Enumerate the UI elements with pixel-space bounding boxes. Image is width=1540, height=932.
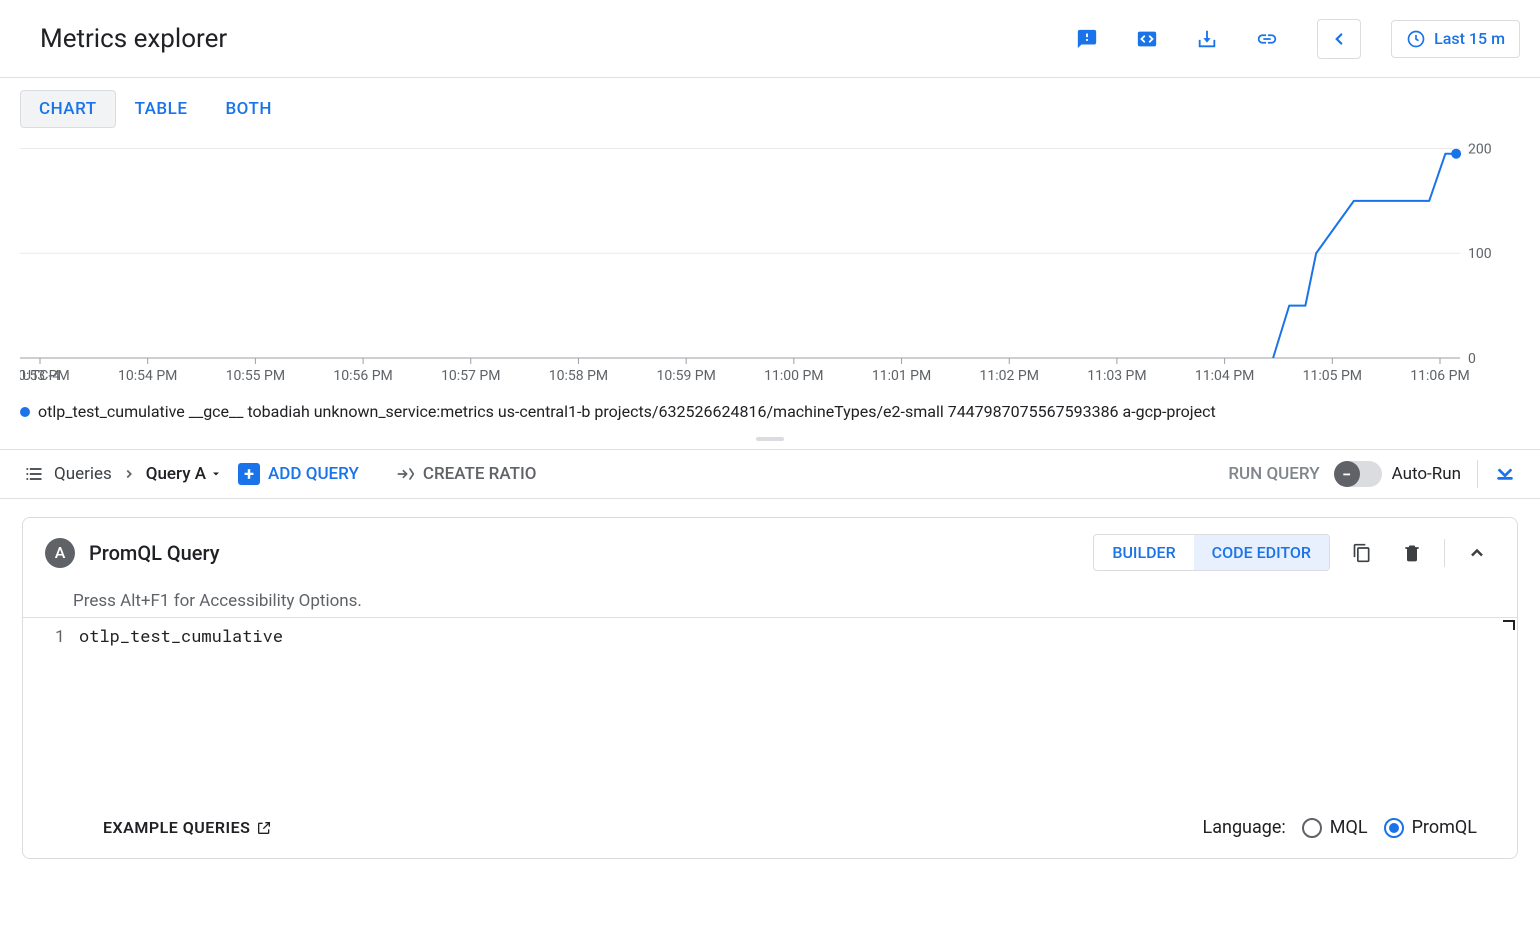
auto-run-label: Auto-Run xyxy=(1392,464,1461,484)
queries-label[interactable]: Queries xyxy=(54,464,112,484)
panel-drag-handle[interactable] xyxy=(0,429,1540,449)
svg-text:11:06 PM: 11:06 PM xyxy=(1410,368,1469,384)
minimap-marker xyxy=(1503,620,1515,630)
example-queries-label: EXAMPLE QUERIES xyxy=(103,818,250,837)
queries-breadcrumb: Queries Query A xyxy=(24,464,222,484)
header-actions: Last 15 m xyxy=(1067,19,1520,59)
divider xyxy=(1444,539,1445,567)
add-query-button[interactable]: + ADD QUERY xyxy=(238,463,359,485)
code-line: otlp_test_cumulative xyxy=(79,624,1517,647)
query-toolbar: Queries Query A + ADD QUERY CREATE RATIO… xyxy=(0,449,1540,499)
query-panel-header: A PromQL Query BUILDER CODE EDITOR xyxy=(23,518,1517,587)
active-query-label: Query A xyxy=(146,464,206,484)
chart-area: 010020010:53 PM10:54 PM10:55 PM10:56 PM1… xyxy=(20,128,1520,398)
page-title: Metrics explorer xyxy=(40,24,227,54)
run-query-button[interactable]: RUN QUERY xyxy=(1228,464,1319,484)
accessibility-hint: Press Alt+F1 for Accessibility Options. xyxy=(23,587,1517,617)
code-icon[interactable] xyxy=(1127,19,1167,59)
auto-run-toggle[interactable]: − xyxy=(1336,461,1382,487)
plus-icon: + xyxy=(238,463,260,485)
legend-text: otlp_test_cumulative __gce__ tobadiah un… xyxy=(38,402,1216,421)
external-link-icon xyxy=(256,820,272,836)
radio-mql[interactable]: MQL xyxy=(1302,817,1368,838)
ratio-icon xyxy=(395,464,415,484)
promql-label: PromQL xyxy=(1412,817,1477,838)
auto-run-toggle-group: − Auto-Run xyxy=(1336,461,1461,487)
svg-text:UTC-4: UTC-4 xyxy=(22,368,60,384)
tab-table[interactable]: TABLE xyxy=(116,90,207,128)
collapse-panel-button[interactable] xyxy=(1459,535,1495,571)
tab-both[interactable]: BOTH xyxy=(206,90,290,128)
code-content[interactable]: otlp_test_cumulative xyxy=(79,618,1517,797)
view-tabs: CHART TABLE BOTH xyxy=(0,78,1540,128)
query-panel-footer: EXAMPLE QUERIES Language: MQL PromQL xyxy=(23,797,1517,858)
delete-button[interactable] xyxy=(1394,535,1430,571)
query-badge: A xyxy=(45,538,75,568)
radio-icon xyxy=(1302,818,1322,838)
list-icon xyxy=(24,464,44,484)
svg-text:10:54 PM: 10:54 PM xyxy=(118,368,177,384)
toggle-knob-icon: − xyxy=(1334,461,1360,487)
svg-text:10:58 PM: 10:58 PM xyxy=(549,368,608,384)
chart-legend[interactable]: otlp_test_cumulative __gce__ tobadiah un… xyxy=(0,398,1540,429)
svg-text:11:05 PM: 11:05 PM xyxy=(1303,368,1362,384)
legend-dot-icon xyxy=(20,407,30,417)
add-query-label: ADD QUERY xyxy=(268,464,359,484)
svg-text:200: 200 xyxy=(1468,141,1492,157)
svg-text:10:55 PM: 10:55 PM xyxy=(226,368,285,384)
nav-back-button[interactable] xyxy=(1317,19,1361,59)
page-header: Metrics explorer Last 15 m xyxy=(0,0,1540,78)
line-chart[interactable]: 010020010:53 PM10:54 PM10:55 PM10:56 PM1… xyxy=(20,128,1520,398)
query-panel: A PromQL Query BUILDER CODE EDITOR Press… xyxy=(22,517,1518,859)
language-selector: Language: MQL PromQL xyxy=(1203,817,1477,838)
svg-text:100: 100 xyxy=(1468,246,1492,262)
svg-text:11:00 PM: 11:00 PM xyxy=(764,368,823,384)
radio-promql[interactable]: PromQL xyxy=(1384,817,1477,838)
svg-text:10:59 PM: 10:59 PM xyxy=(656,368,715,384)
tab-chart[interactable]: CHART xyxy=(20,90,116,128)
create-ratio-button[interactable]: CREATE RATIO xyxy=(395,464,537,484)
clock-icon xyxy=(1406,29,1426,49)
line-gutter: 1 xyxy=(23,618,79,797)
query-panel-title: PromQL Query xyxy=(89,541,1079,565)
copy-button[interactable] xyxy=(1344,535,1380,571)
svg-text:11:03 PM: 11:03 PM xyxy=(1087,368,1146,384)
editor-mode-toggle: BUILDER CODE EDITOR xyxy=(1093,534,1330,571)
example-queries-link[interactable]: EXAMPLE QUERIES xyxy=(103,818,272,837)
radio-icon xyxy=(1384,818,1404,838)
time-range-label: Last 15 m xyxy=(1434,29,1505,48)
divider xyxy=(1477,460,1478,488)
active-query-dropdown[interactable]: Query A xyxy=(146,464,222,484)
download-icon[interactable] xyxy=(1187,19,1227,59)
builder-mode-button[interactable]: BUILDER xyxy=(1094,535,1193,570)
language-label: Language: xyxy=(1203,817,1286,838)
line-number: 1 xyxy=(29,624,65,647)
svg-text:10:56 PM: 10:56 PM xyxy=(333,368,392,384)
create-ratio-label: CREATE RATIO xyxy=(423,464,537,484)
time-range-button[interactable]: Last 15 m xyxy=(1391,20,1520,58)
code-editor-mode-button[interactable]: CODE EDITOR xyxy=(1194,535,1329,570)
collapse-all-button[interactable] xyxy=(1494,461,1516,487)
svg-text:11:01 PM: 11:01 PM xyxy=(872,368,931,384)
caret-down-icon xyxy=(210,468,222,480)
link-icon[interactable] xyxy=(1247,19,1287,59)
code-editor[interactable]: 1 otlp_test_cumulative xyxy=(23,617,1517,797)
mql-label: MQL xyxy=(1330,817,1368,838)
svg-text:11:04 PM: 11:04 PM xyxy=(1195,368,1254,384)
chevron-right-icon xyxy=(122,467,136,481)
svg-text:0: 0 xyxy=(1468,351,1476,367)
svg-text:10:57 PM: 10:57 PM xyxy=(441,368,500,384)
svg-text:11:02 PM: 11:02 PM xyxy=(980,368,1039,384)
feedback-icon[interactable] xyxy=(1067,19,1107,59)
